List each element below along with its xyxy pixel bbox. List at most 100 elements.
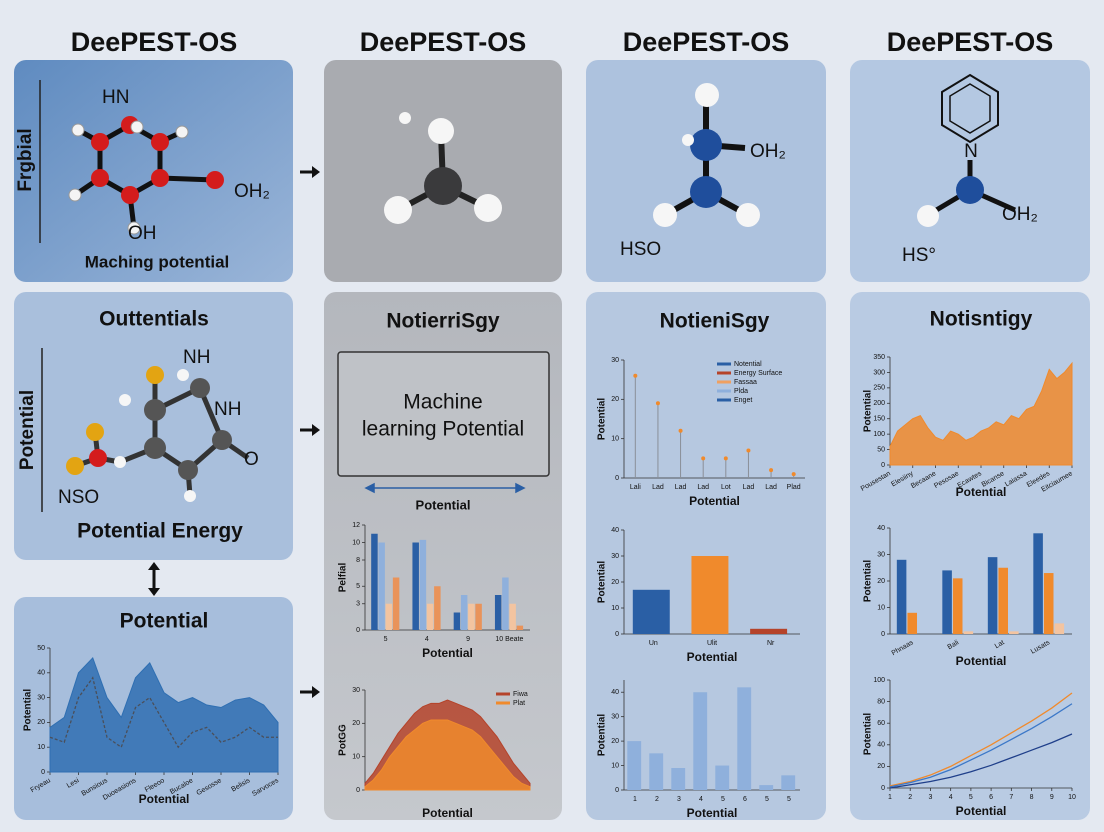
bar bbox=[426, 603, 434, 630]
y-tick-label: 30 bbox=[611, 714, 619, 721]
bar bbox=[494, 595, 502, 630]
y-axis-label: Potential bbox=[23, 689, 34, 731]
x-tick-label: 10 bbox=[1068, 794, 1076, 801]
y-tick-label: 60 bbox=[877, 720, 885, 727]
bar bbox=[759, 785, 774, 790]
bar bbox=[385, 603, 393, 630]
atoms bbox=[66, 366, 164, 475]
legend-swatch bbox=[717, 362, 731, 366]
atom-label: OH₂ bbox=[234, 181, 270, 202]
chart-title: NotieniSgy bbox=[660, 310, 770, 333]
atom bbox=[89, 449, 107, 467]
column-title: DeePEST-OS bbox=[887, 27, 1054, 57]
bar bbox=[1009, 631, 1019, 634]
bar bbox=[907, 612, 917, 634]
stem-marker bbox=[678, 428, 683, 433]
area bbox=[49, 656, 279, 773]
y-tick-label: 40 bbox=[611, 689, 619, 696]
x-axis-label: Potential bbox=[687, 650, 738, 664]
atom-label: HS° bbox=[902, 245, 936, 266]
y-axis-label: Potential bbox=[597, 398, 608, 440]
x-tick-label: Lad bbox=[765, 484, 777, 491]
y-tick-label: 12 bbox=[352, 522, 360, 529]
line bbox=[889, 703, 1073, 788]
y-tick-label: 150 bbox=[873, 416, 885, 423]
bar bbox=[781, 775, 796, 790]
box-text: Machine bbox=[403, 391, 482, 414]
bar bbox=[649, 753, 664, 790]
bar bbox=[750, 628, 788, 634]
x-tick-label: Lot bbox=[721, 484, 731, 491]
y-tick-label: 0 bbox=[615, 475, 619, 482]
stem-marker bbox=[723, 456, 728, 461]
x-tick-label: 5 bbox=[787, 796, 791, 803]
bar bbox=[509, 603, 516, 630]
box bbox=[337, 351, 550, 477]
legend-swatch bbox=[717, 380, 731, 384]
chart-title: Notisntigy bbox=[930, 308, 1033, 331]
x-tick-label: 2 bbox=[908, 794, 912, 801]
y-tick-label: 10 bbox=[352, 754, 360, 761]
column-title: DeePEST-OS bbox=[360, 27, 527, 57]
y-tick-label: 350 bbox=[873, 354, 885, 361]
caption: Maching potential bbox=[85, 252, 230, 271]
legend-label: Plat bbox=[513, 700, 525, 707]
atoms bbox=[384, 112, 502, 224]
y-tick-label: 0 bbox=[881, 462, 885, 469]
x-tick-label: 5 bbox=[969, 794, 973, 801]
y-tick-label: 20 bbox=[877, 578, 885, 585]
y-tick-label: 20 bbox=[611, 396, 619, 403]
side-label: Frgbial bbox=[15, 128, 36, 191]
legend-swatch bbox=[496, 692, 510, 696]
bar bbox=[392, 577, 400, 630]
bar bbox=[453, 612, 461, 630]
x-tick-label: 9 bbox=[466, 636, 470, 643]
y-tick-label: 0 bbox=[615, 631, 619, 638]
ring bbox=[941, 73, 999, 144]
bar bbox=[412, 542, 419, 630]
panel-title: Outtentials bbox=[99, 308, 209, 331]
bar bbox=[378, 542, 385, 630]
x-tick-label: Lad bbox=[697, 484, 709, 491]
x-tick-label: Un bbox=[649, 640, 658, 647]
bar bbox=[963, 631, 974, 634]
bar bbox=[691, 556, 729, 634]
legend-swatch bbox=[717, 389, 731, 393]
x-tick-label: 5 bbox=[765, 796, 769, 803]
x-tick-label: 7 bbox=[1009, 794, 1013, 801]
x-tick-label: 5 bbox=[721, 796, 725, 803]
legend-swatch bbox=[496, 701, 510, 705]
double-arrow bbox=[364, 482, 526, 494]
y-tick-label: 50 bbox=[877, 446, 885, 453]
x-tick-label: Lat bbox=[994, 639, 1006, 650]
x-tick-label: 4 bbox=[949, 794, 953, 801]
bar bbox=[952, 578, 963, 634]
y-tick-label: 100 bbox=[873, 677, 885, 684]
bar bbox=[998, 567, 1008, 634]
bar bbox=[371, 533, 378, 630]
y-tick-label: 0 bbox=[615, 787, 619, 794]
line bbox=[889, 733, 1073, 789]
legend-label: Notential bbox=[734, 361, 762, 368]
x-tick-label: 6 bbox=[743, 796, 747, 803]
bar bbox=[627, 741, 642, 790]
bar bbox=[671, 768, 686, 790]
atoms bbox=[144, 378, 232, 480]
x-tick-label: Lad bbox=[743, 484, 755, 491]
y-tick-label: 80 bbox=[877, 698, 885, 705]
stem-marker bbox=[655, 401, 660, 406]
y-tick-label: 10 bbox=[352, 539, 360, 546]
atoms bbox=[91, 116, 224, 204]
y-axis-label: Potential bbox=[863, 390, 874, 432]
stem-marker bbox=[633, 373, 638, 378]
x-tick-label: 6 bbox=[989, 794, 993, 801]
bar bbox=[434, 586, 441, 630]
y-tick-label: 300 bbox=[873, 369, 885, 376]
x-tick-label: 4 bbox=[699, 796, 703, 803]
panel bbox=[14, 60, 293, 282]
y-tick-label: 30 bbox=[877, 551, 885, 558]
y-tick-label: 10 bbox=[611, 605, 619, 612]
atoms bbox=[690, 129, 722, 208]
atom-label: OH₂ bbox=[1002, 204, 1038, 225]
atom-label: HN bbox=[102, 87, 129, 108]
